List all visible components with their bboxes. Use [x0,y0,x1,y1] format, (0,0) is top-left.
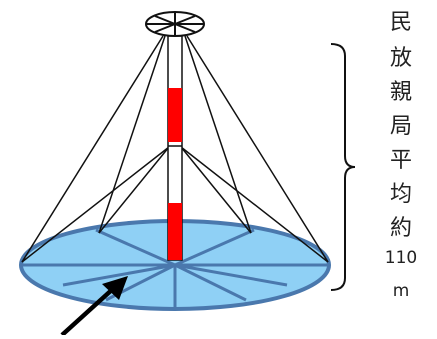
guy-wire [21,146,170,263]
height-label-char: 民 [389,10,412,35]
guy-wire [98,146,170,234]
arrow-icon [60,276,128,337]
mast-red-band [168,203,182,260]
mast [167,35,183,261]
height-unit: m [392,281,410,301]
height-value: 110 [384,248,418,268]
guy-wire [98,35,166,234]
height-label-char: 均 [389,182,412,207]
height-label-char: 親 [389,80,412,105]
height-label-char: 局 [389,114,412,139]
guy-wire [180,146,252,234]
ground-mat [19,219,331,311]
mat-spoke [174,228,255,267]
height-label-char: 放 [389,46,412,71]
mast-red-band [168,88,182,142]
guy-wire [180,146,329,263]
mat-spoke [62,263,176,287]
guy-wires [21,35,329,263]
height-label-char: 約 [389,216,412,241]
mat-spoke [174,263,288,287]
wheel-icon [145,11,205,37]
guy-wire [186,35,329,263]
guy-wire [21,35,164,263]
mat-spoke [95,228,176,267]
guy-wire [184,35,252,234]
height-bracket [330,43,356,291]
height-label-char: 平 [389,148,412,173]
mat-spoke [174,263,247,302]
